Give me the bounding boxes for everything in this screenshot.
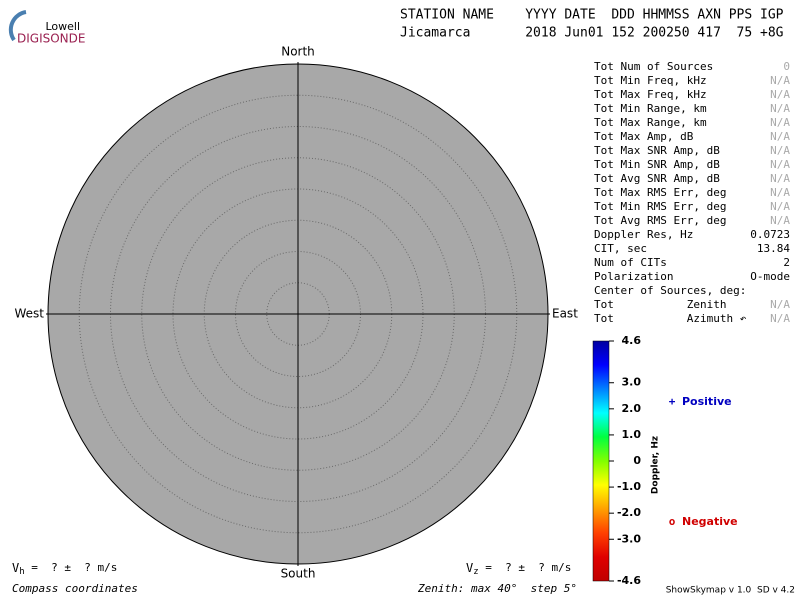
coords-note: Compass coordinates <box>12 582 138 595</box>
sub: z <box>473 567 478 577</box>
colorbar-tick-label: 3.0 <box>622 376 642 389</box>
stat-value: 13.84 <box>757 242 790 255</box>
stat-value: 0 <box>783 60 790 73</box>
stat-value: N/A <box>770 74 790 87</box>
legend-name: Positive <box>682 395 732 408</box>
stat-value: N/A <box>770 144 790 157</box>
stat-value: 0.0723 <box>750 228 790 241</box>
header-line: Jicamarca 2018 Jun01 152 200250 417 75 +… <box>400 26 784 41</box>
legend-name: Negative <box>682 515 738 528</box>
stat-label: Tot Azimuth ↶ <box>594 312 747 325</box>
stat-value: N/A <box>770 214 790 227</box>
stat-label: Polarization <box>594 270 673 283</box>
velocity-h: Vh = ? ± ? m/s <box>12 561 117 577</box>
rest: = ? ± ? m/s <box>479 561 572 574</box>
stat-value: N/A <box>770 200 790 213</box>
colorbar-scale <box>592 340 610 582</box>
stat-label: Tot Max Freq, kHz <box>594 88 707 101</box>
stat-value: N/A <box>770 102 790 115</box>
colorbar-tick-label: -4.6 <box>617 574 641 587</box>
stat-value: O-mode <box>750 270 790 283</box>
velocity-z: Vz = ? ± ? m/s <box>466 561 571 577</box>
stats-table: Tot Num of Sources 0 Tot Min Freq, kHz N/A T… <box>594 60 790 325</box>
legend-symbol: o <box>669 515 676 528</box>
stat-label: Doppler Res, Hz <box>594 228 693 241</box>
colorbar-tick-label: -3.0 <box>617 532 641 545</box>
stat-label: Tot Num of Sources <box>594 60 713 73</box>
stat-value: N/A <box>770 158 790 171</box>
stat-value: N/A <box>770 88 790 101</box>
colorbar: 4.6 3.0 2.0 1.0 0 -1.0 -2.0 -3.0 -4.6 Doppler, Hz… <box>592 334 738 587</box>
stat-value: N/A <box>770 116 790 129</box>
colorbar-tick-label: 0 <box>633 454 641 467</box>
colorbar-tick-label: -1.0 <box>617 480 641 493</box>
direction-label: East <box>552 307 578 321</box>
stat-label: Center of Sources, deg: <box>594 284 746 297</box>
stat-label: Tot Min RMS Err, deg <box>594 200 726 213</box>
colorbar-tick-label: 2.0 <box>622 402 642 415</box>
header-line: STATION NAME YYYY DATE DDD HHMMSS AXN PP… <box>400 8 784 23</box>
stat-label: Tot Max Range, km <box>594 116 707 129</box>
direction-label: North <box>281 45 315 59</box>
stat-label: Tot Min SNR Amp, dB <box>594 158 720 171</box>
stat-value: N/A <box>770 312 790 325</box>
stat-label: Tot Avg SNR Amp, dB <box>594 172 720 185</box>
sub: h <box>19 567 24 577</box>
direction-label: South <box>281 567 316 581</box>
stat-label: Tot Min Freq, kHz <box>594 74 707 87</box>
logo-arc <box>8 10 27 42</box>
colorbar-tick-label: 1.0 <box>622 428 642 441</box>
colorbar-tick-label: 4.6 <box>622 334 642 347</box>
v: V <box>12 561 19 575</box>
stat-label: Tot Min Range, km <box>594 102 707 115</box>
rest: = ? ± ? m/s <box>25 561 118 574</box>
colorbar-tick-label: -2.0 <box>617 506 641 519</box>
stat-label: CIT, sec <box>594 242 647 255</box>
stat-value: N/A <box>770 298 790 311</box>
logo-bottom: DIGISONDE <box>17 32 85 46</box>
stat-value: N/A <box>770 186 790 199</box>
stat-label: Tot Zenith <box>594 298 726 311</box>
v: V <box>466 561 473 575</box>
version: ShowSkymap v 1.0 SD v 4.2 <box>666 586 795 596</box>
colorbar-label: Doppler, Hz <box>651 436 661 494</box>
stat-value: N/A <box>770 130 790 143</box>
stat-label: Num of CITs <box>594 256 667 269</box>
stat-label: Tot Max SNR Amp, dB <box>594 144 720 157</box>
stat-label: Tot Max Amp, dB <box>594 130 694 143</box>
stat-label: Tot Max RMS Err, deg <box>594 186 726 199</box>
plot: North South East West <box>14 45 578 581</box>
stat-label: Tot Avg RMS Err, deg <box>594 214 726 227</box>
legend-symbol: + <box>669 395 676 408</box>
logo-top: Lowell <box>45 20 80 33</box>
zenith-note: Zenith: max 40° step 5° <box>417 582 577 595</box>
logo: Lowell DIGISONDE <box>8 10 85 46</box>
stat-value: 2 <box>783 256 790 269</box>
stat-value: N/A <box>770 172 790 185</box>
direction-label: West <box>14 307 44 321</box>
